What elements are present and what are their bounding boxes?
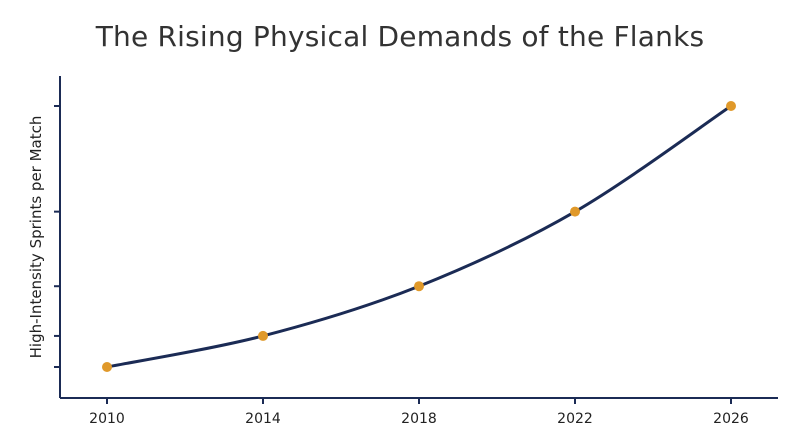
chart-axes [59, 76, 778, 399]
x-tick-label: 2010 [89, 411, 125, 427]
x-tick-label: 2018 [401, 411, 437, 427]
chart-title: The Rising Physical Demands of the Flank… [95, 20, 705, 53]
data-point [258, 330, 268, 341]
series-line [105, 104, 733, 369]
data-point [726, 101, 736, 111]
y-ticks [54, 105, 60, 368]
series-points [102, 101, 736, 372]
x-tick-label: 2026 [713, 411, 749, 427]
y-axis-label: High-Intensity Sprints per Match [27, 116, 45, 359]
data-point [570, 206, 580, 217]
x-ticks: 2010 2014 2018 2022 2026 [89, 398, 749, 427]
series-sprints [102, 101, 736, 372]
data-point [102, 362, 112, 372]
x-tick-label: 2014 [245, 411, 281, 427]
x-tick-label: 2022 [557, 411, 593, 427]
data-point [414, 281, 424, 292]
